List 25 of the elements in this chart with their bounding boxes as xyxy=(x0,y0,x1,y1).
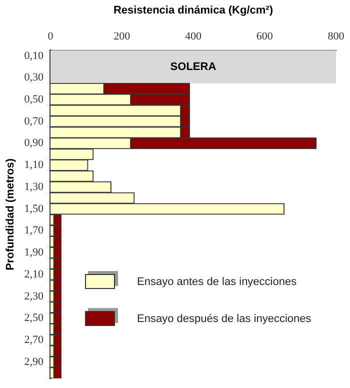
y-tick-label: 0,50 xyxy=(24,93,44,106)
x-tick-label: 800 xyxy=(328,30,345,43)
y-tick-label: 1,10 xyxy=(24,159,44,172)
y-tick-label: 1,30 xyxy=(24,180,44,193)
y-tick-label: 2,10 xyxy=(24,268,44,280)
y-tick-label: 2,70 xyxy=(24,334,44,346)
y-tick-label: 2,90 xyxy=(24,356,44,368)
x-axis-title: Resistencia dinámica (Kg/cm²) xyxy=(113,4,274,17)
x-tick-label: 0 xyxy=(48,30,54,43)
x-tick-label: 600 xyxy=(256,30,274,43)
y-tick-label: 2,50 xyxy=(24,312,44,324)
y-tick-label: 0,30 xyxy=(24,72,44,84)
y-axis-title: Profundidad (metros) xyxy=(4,158,17,270)
band-label: SOLERA xyxy=(170,60,216,73)
legend-label: Ensayo después de las inyecciones xyxy=(137,312,312,324)
y-tick-label: 0,70 xyxy=(24,115,44,128)
x-tick-label: 400 xyxy=(184,30,202,43)
y-tick-label: 1,50 xyxy=(24,202,44,215)
y-tick-label: 0,10 xyxy=(24,50,44,62)
y-tick-label: 0,90 xyxy=(24,137,44,150)
legend-label: Ensayo antes de las inyecciones xyxy=(137,276,297,288)
y-tick-label: 2,30 xyxy=(24,290,44,302)
y-tick-label: 1,70 xyxy=(24,224,44,237)
x-tick-label: 200 xyxy=(114,30,131,43)
y-tick-label: 1,90 xyxy=(24,246,44,259)
